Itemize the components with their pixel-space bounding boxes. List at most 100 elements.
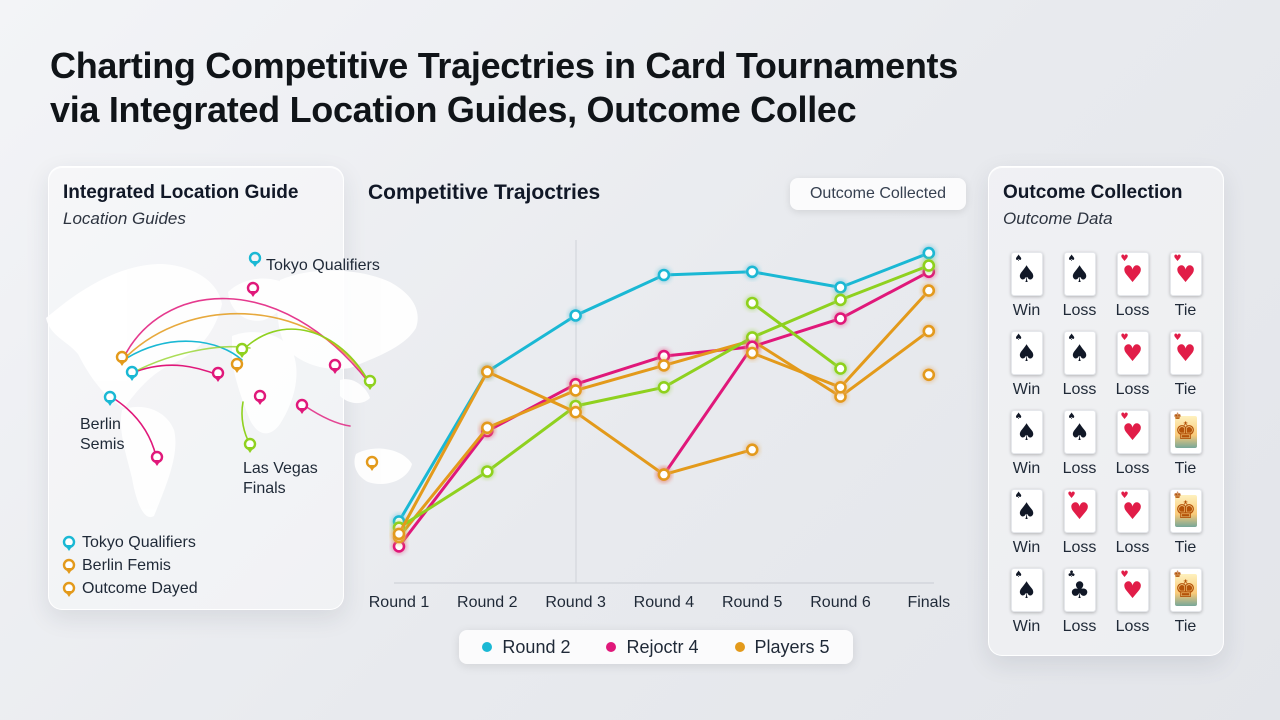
pin-icon	[295, 398, 309, 414]
trajectory-chart: Round 1 Round 2 Round 3 Round 4 Round 5 Round…	[369, 240, 950, 611]
card-corner-suit: ♥	[1120, 491, 1129, 501]
data-point[interactable]	[922, 368, 936, 382]
x-tick-label: Round 4	[634, 594, 695, 611]
data-point[interactable]	[392, 527, 406, 541]
spade-card-icon[interactable]: ♠ ♠	[1010, 568, 1043, 612]
x-tick-label: Round 2	[457, 594, 518, 611]
page-title: Charting Competitive Trajectries in Card…	[50, 44, 958, 132]
data-point[interactable]	[657, 468, 671, 481]
spade-card-icon[interactable]: ♠ ♠	[1063, 331, 1096, 375]
pin-icon	[125, 365, 139, 381]
series-line	[662, 345, 754, 477]
chart-legend-item[interactable]: Players 5	[734, 637, 830, 658]
outcome-label: Tie	[1174, 460, 1197, 477]
data-point[interactable]	[922, 246, 936, 260]
card-corner-suit: ♥	[1120, 570, 1129, 580]
data-point[interactable]	[481, 465, 494, 478]
data-point[interactable]	[569, 405, 582, 419]
pin-icon	[246, 281, 260, 297]
chart-legend-item[interactable]: Rejoctr 4	[606, 637, 699, 658]
outcome-cell: ♚ ♚ Tie	[1159, 568, 1212, 647]
outcome-collected-chip[interactable]: Outcome Collected	[790, 178, 966, 210]
outcome-cell: ♥ ♥ Loss	[1053, 489, 1106, 568]
heart-card-icon[interactable]: ♥ ♥	[1116, 331, 1149, 375]
spade-card-icon[interactable]: ♠ ♠	[1010, 252, 1043, 296]
data-point[interactable]	[922, 259, 936, 272]
x-tick-label: Round 5	[722, 594, 783, 611]
series-7	[392, 365, 936, 541]
card-corner-suit: ♥	[1067, 491, 1076, 501]
data-point[interactable]	[834, 381, 847, 394]
card-corner-suit: ♠	[1014, 333, 1023, 343]
location-legend: Tokyo Qualifiers Berlin Femis Outcome Da…	[62, 531, 198, 600]
outcome-collection-title: Outcome Collection	[1003, 182, 1183, 203]
spade-card-icon[interactable]: ♠ ♠	[1010, 489, 1043, 533]
data-point[interactable]	[481, 421, 494, 435]
heart-card-icon[interactable]: ♥ ♥	[1116, 410, 1149, 454]
card-suit-pip: ♚	[1174, 575, 1197, 603]
heart-card-icon[interactable]: ♥ ♥	[1116, 489, 1149, 533]
outcome-label: Loss	[1062, 460, 1097, 477]
data-point[interactable]	[834, 312, 847, 325]
data-point[interactable]	[569, 384, 582, 397]
data-point[interactable]	[834, 281, 847, 294]
card-corner-suit: ♣	[1067, 570, 1076, 580]
spade-card-icon[interactable]: ♠ ♠	[1063, 410, 1096, 454]
data-point[interactable]	[745, 346, 759, 360]
face-card-icon[interactable]: ♚ ♚	[1169, 568, 1202, 612]
outcome-card-grid: ♠ ♠ Win ♠ ♠ Loss ♥ ♥ Loss ♥ ♥ Tie ♠ ♠ Win ♠ ♠ Loss ♥ ♥ Loss ♥…	[1000, 252, 1212, 647]
outcome-label: Loss	[1115, 302, 1150, 319]
card-suit-pip: ♥	[1122, 499, 1143, 525]
outcome-label: Loss	[1062, 618, 1097, 635]
outcome-cell: ♥ ♥ Loss	[1106, 252, 1159, 331]
face-card-icon[interactable]: ♚ ♚	[1169, 489, 1202, 533]
data-point[interactable]	[922, 284, 936, 297]
spade-card-icon[interactable]: ♠ ♠	[1010, 410, 1043, 454]
data-point[interactable]	[657, 359, 671, 372]
heart-card-icon[interactable]: ♥ ♥	[1116, 252, 1149, 296]
spade-card-icon[interactable]: ♠ ♠	[1010, 331, 1043, 375]
data-point[interactable]	[657, 268, 671, 282]
outcome-label: Loss	[1115, 381, 1150, 398]
x-tick-label: Round 3	[545, 594, 606, 611]
page-title-line-2: via Integrated Location Guides, Outcome …	[50, 89, 857, 130]
pin-icon	[115, 350, 129, 366]
x-tick-label: Round 6	[810, 594, 871, 611]
map-label-berlin: Berlin Semis	[80, 416, 125, 453]
data-point[interactable]	[745, 296, 759, 310]
card-corner-suit: ♚	[1173, 491, 1182, 501]
data-point[interactable]	[745, 265, 759, 279]
outcome-cell: ♠ ♠ Loss	[1053, 331, 1106, 410]
outcome-cell: ♠ ♠ Win	[1000, 489, 1053, 568]
legend-swatch	[606, 642, 617, 652]
spade-card-icon[interactable]: ♠ ♠	[1063, 252, 1096, 296]
data-point[interactable]	[834, 362, 847, 375]
data-point[interactable]	[922, 324, 936, 338]
outcome-label: Loss	[1062, 381, 1097, 398]
card-suit-pip: ♥	[1122, 420, 1143, 446]
location-legend-item: Outcome Dayed	[62, 577, 198, 600]
x-tick-label: Round 1	[369, 594, 430, 611]
heart-card-icon[interactable]: ♥ ♥	[1169, 252, 1202, 296]
chart-legend-item[interactable]: Round 2	[482, 637, 570, 658]
face-card-icon[interactable]: ♚ ♚	[1169, 410, 1202, 454]
outcome-label: Win	[1012, 381, 1041, 398]
card-suit-pip: ♥	[1122, 262, 1143, 288]
data-point[interactable]	[481, 365, 494, 378]
chart-legend-label: Round 2	[502, 636, 571, 657]
pin-icon	[235, 342, 249, 358]
location-legend-label: Outcome Dayed	[82, 579, 198, 597]
card-corner-suit: ♠	[1014, 254, 1023, 264]
data-point[interactable]	[745, 443, 759, 457]
map-label-vegas: Las Vegas Finals	[243, 460, 318, 497]
data-point[interactable]	[834, 293, 847, 307]
pin-icon	[62, 581, 76, 597]
data-point[interactable]	[657, 381, 671, 394]
club-card-icon[interactable]: ♣ ♣	[1063, 568, 1096, 612]
heart-card-icon[interactable]: ♥ ♥	[1063, 489, 1096, 533]
data-point[interactable]	[569, 309, 582, 322]
heart-card-icon[interactable]: ♥ ♥	[1169, 331, 1202, 375]
heart-card-icon[interactable]: ♥ ♥	[1116, 568, 1149, 612]
series-line	[397, 270, 931, 548]
series-2	[392, 265, 936, 553]
